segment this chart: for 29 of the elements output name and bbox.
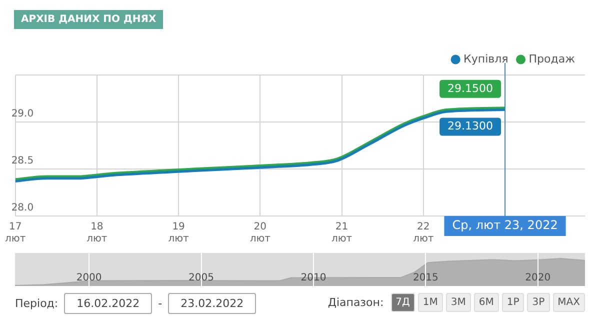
x-tick-label: 19 лют	[168, 222, 190, 245]
text: Період:	[15, 297, 58, 310]
x-tick-label: 18 лют	[86, 222, 108, 245]
y-tick-label: 28.0	[11, 202, 34, 214]
chart-title: АРХІВ ДАНИХ ПО ДНЯХ	[14, 10, 164, 29]
legend-label: Продаж	[528, 52, 576, 66]
data-label: 29.1300	[448, 120, 494, 133]
text: -	[158, 297, 162, 310]
x-tick-label: 17 лют	[4, 222, 26, 245]
text: 16.02.2022	[64, 293, 152, 314]
text: 1М	[418, 293, 443, 312]
ref-line-label: Ср, лют 23, 2022	[452, 218, 558, 232]
text: MAX	[552, 293, 585, 312]
x-tick-label: 21 лют	[331, 222, 352, 245]
y-tick-label: 29.0	[11, 108, 34, 120]
text: 7Д	[390, 293, 415, 312]
text: Діапазон:	[328, 296, 384, 309]
x-tick-label: 22 лют	[413, 222, 434, 245]
x-tick-label: 20 лют	[250, 222, 271, 245]
legend-label: Купівля	[464, 52, 508, 66]
y-tick-label: 28.5	[11, 156, 34, 167]
x-tick-label: 2005	[188, 272, 214, 284]
text: 3Р	[527, 293, 550, 312]
x-tick-label: 2000	[76, 272, 102, 284]
text: 23.02.2022	[168, 293, 256, 314]
text: 1Р	[502, 293, 524, 312]
text: 6М	[474, 293, 499, 312]
data-label: 29.1500	[448, 82, 494, 95]
text: 3М	[446, 293, 471, 312]
